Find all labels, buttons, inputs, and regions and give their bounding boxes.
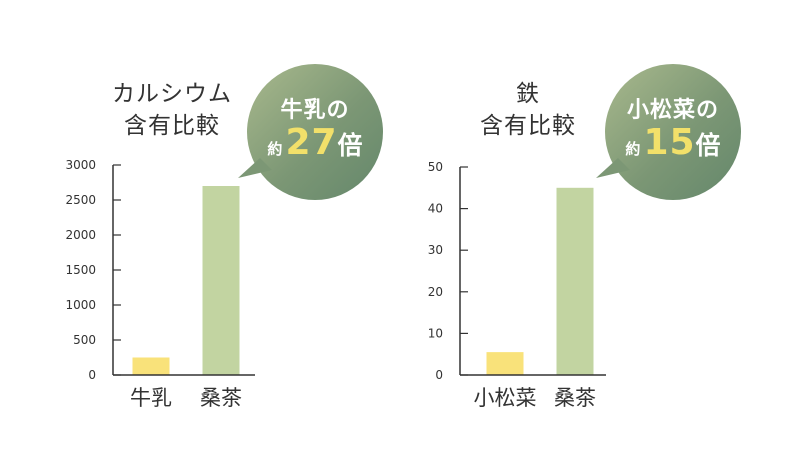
callout-prefix: 約 [625, 140, 641, 158]
callout-suffix: 倍 [337, 131, 363, 160]
y-tick-label: 0 [88, 368, 96, 382]
bar-桑茶 [202, 186, 240, 375]
category-label: 桑茶 [554, 386, 596, 410]
y-tick-label: 2000 [65, 228, 96, 242]
y-tick-label: 1000 [65, 298, 96, 312]
chart-title-line: 含有比較 [124, 113, 220, 139]
callout-iron: 小松菜の 約15倍 [605, 64, 741, 200]
y-tick-label: 50 [428, 160, 443, 174]
y-tick-label: 10 [428, 326, 443, 340]
callout-line1: 牛乳の [280, 98, 350, 123]
y-tick-label: 1500 [65, 263, 96, 277]
bar-小松菜 [486, 352, 524, 375]
callout-line2: 約27倍 [247, 122, 383, 163]
y-tick-label: 40 [428, 202, 443, 216]
bar-牛乳 [132, 357, 170, 375]
category-label: 小松菜 [474, 386, 537, 410]
callout-suffix: 倍 [695, 131, 721, 160]
y-tick-label: 3000 [65, 158, 96, 172]
callout-number: 27 [285, 122, 338, 163]
y-tick-label: 2500 [65, 193, 96, 207]
category-label: 桑茶 [200, 386, 242, 410]
callout-calcium: 牛乳の 約27倍 [247, 64, 383, 200]
chart-title-line: 鉄 [516, 81, 540, 107]
chart-title-iron: 鉄 含有比較 [448, 78, 608, 142]
callout-bubble-calcium [238, 64, 383, 200]
y-tick-label: 500 [73, 333, 96, 347]
bar-桑茶 [556, 187, 594, 375]
category-label: 牛乳 [130, 386, 172, 410]
callout-bubble-iron [596, 64, 741, 200]
callout-line1: 小松菜の [626, 98, 719, 123]
callout-number: 15 [643, 122, 696, 163]
y-tick-label: 30 [428, 243, 443, 257]
chart-title-line: カルシウム [112, 81, 232, 107]
chart-title-calcium: カルシウム 含有比較 [92, 78, 252, 142]
callout-line2: 約15倍 [605, 122, 741, 163]
chart-title-line: 含有比較 [480, 113, 576, 139]
callout-prefix: 約 [267, 140, 283, 158]
y-tick-label: 0 [435, 368, 443, 382]
y-tick-label: 20 [428, 285, 443, 299]
